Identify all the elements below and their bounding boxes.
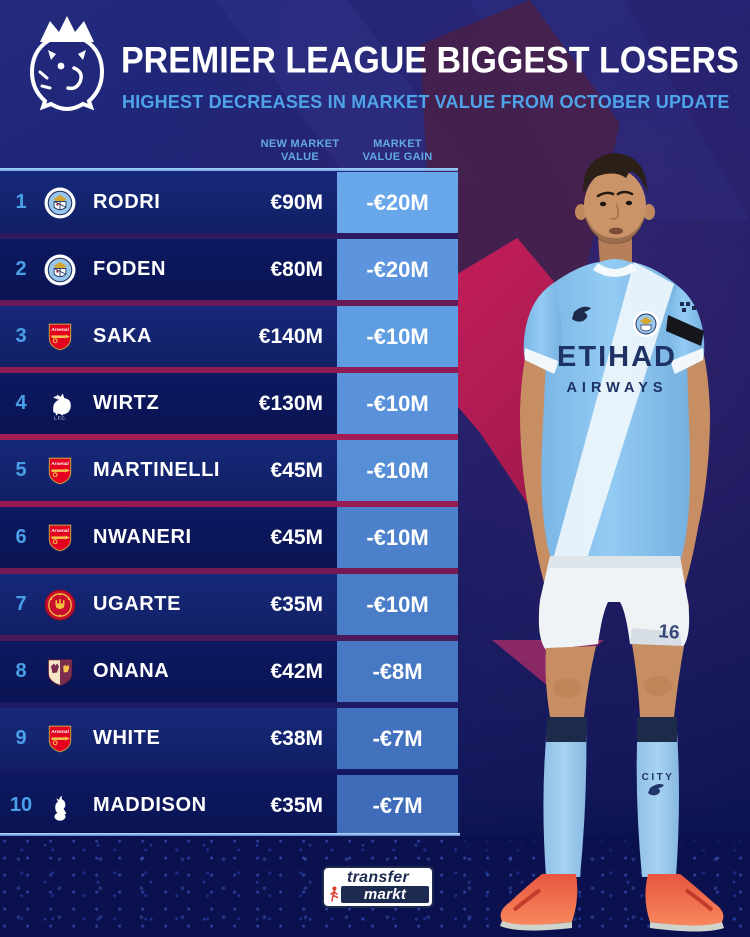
player-socks: CITY <box>543 717 679 877</box>
table-rows: 1 RODRI €90M -€20M 2 FODEN €80M -€20M 3 … <box>0 172 458 842</box>
svg-text:Arsenal: Arsenal <box>50 528 69 534</box>
man-city-badge-icon <box>44 254 76 286</box>
table-row: 3 Arsenal SAKA €140M -€10M <box>0 306 458 367</box>
transfermarkt-wordmark-bottom: markt <box>341 886 429 903</box>
svg-text:Arsenal: Arsenal <box>50 729 69 735</box>
table-row: 2 FODEN €80M -€20M <box>0 239 458 300</box>
tottenham-badge-icon <box>44 790 76 822</box>
black-armband <box>666 315 704 346</box>
arsenal-badge-icon: Arsenal <box>44 522 76 554</box>
rank-label: 2 <box>15 258 27 280</box>
market-value: €42M <box>270 659 323 683</box>
player-name: MARTINELLI <box>93 459 221 481</box>
svg-text:L.F.C.: L.F.C. <box>54 415 66 420</box>
table-row: 5 Arsenal MARTINELLI €45M -€10M <box>0 440 458 501</box>
sleeve-sponsor-patch <box>680 302 696 312</box>
value-gain-badge: -€10M <box>337 507 458 568</box>
rank-label: 7 <box>15 593 27 615</box>
crowd-fade <box>460 790 750 850</box>
rank-label: 8 <box>15 660 27 682</box>
arsenal-badge-icon: Arsenal <box>44 723 76 755</box>
value-gain-badge: -€10M <box>337 574 458 635</box>
transfermarkt-kicker-icon <box>330 886 339 902</box>
player-photo-rodri: ETIHAD AIRWAYS 16 CITY <box>500 153 724 932</box>
rank-label: 10 <box>9 794 33 816</box>
player-name: SAKA <box>93 325 153 347</box>
value-gain-badge: -€7M <box>337 708 458 769</box>
table-row: 9 Arsenal WHITE €38M -€7M <box>0 708 458 769</box>
rank-label: 4 <box>15 392 27 414</box>
shorts-number: 16 <box>658 621 681 644</box>
rank-label: 6 <box>15 526 27 548</box>
player-name: MADDISON <box>93 794 207 816</box>
player-name: UGARTE <box>93 593 182 615</box>
table-row: 8 ONANA €42M -€8M <box>0 641 458 702</box>
player-name: FODEN <box>93 258 166 280</box>
value-gain-badge: -€10M <box>337 373 458 434</box>
table-top-divider <box>0 168 458 171</box>
market-value: €90M <box>270 190 323 214</box>
table-row: 6 Arsenal NWANERI €45M -€10M <box>0 507 458 568</box>
sock-text: CITY <box>642 772 675 783</box>
arsenal-badge-icon: Arsenal <box>44 321 76 353</box>
shirt-sponsor-subtext: AIRWAYS <box>566 380 667 396</box>
player-legs <box>545 644 684 717</box>
value-gain-badge: -€20M <box>337 239 458 300</box>
table-bottom-divider <box>0 833 460 837</box>
transfermarkt-logo: transfer markt <box>322 866 434 908</box>
player-name: RODRI <box>93 191 161 213</box>
svg-text:Arsenal: Arsenal <box>50 461 69 467</box>
value-gain-badge: -€10M <box>337 306 458 367</box>
market-value: €35M <box>270 793 323 817</box>
player-shirt: ETIHAD AIRWAYS <box>523 259 705 570</box>
player-name: WHITE <box>93 727 161 749</box>
column-header-line: MARKET <box>373 138 422 150</box>
value-gain-badge: -€20M <box>337 172 458 233</box>
column-header-line: VALUE GAIN <box>362 151 433 163</box>
column-header-market-value-gain: MARKET VALUE GAIN <box>337 138 458 164</box>
player-boots <box>500 874 724 932</box>
rank-label: 9 <box>15 727 27 749</box>
market-value: €45M <box>270 525 323 549</box>
transfermarkt-wordmark-top: transfer <box>347 869 409 886</box>
svg-text:Arsenal: Arsenal <box>50 327 69 333</box>
table-row: 10 MADDISON €35M -€7M <box>0 775 458 836</box>
rank-label: 1 <box>15 191 27 213</box>
aston-villa-badge-icon <box>44 656 76 688</box>
market-value: €80M <box>270 257 323 281</box>
market-value: €45M <box>270 458 323 482</box>
value-gain-badge: -€10M <box>337 440 458 501</box>
man-city-crest-icon <box>633 311 659 337</box>
market-value: €130M <box>258 391 323 415</box>
player-head <box>575 153 655 271</box>
shirt-sponsor-text: ETIHAD <box>557 341 677 373</box>
page-subtitle: HIGHEST DECREASES IN MARKET VALUE FROM O… <box>122 92 730 112</box>
rank-label: 3 <box>15 325 27 347</box>
market-value: €38M <box>270 726 323 750</box>
player-name: WIRTZ <box>93 392 160 414</box>
player-name: NWANERI <box>93 526 192 548</box>
arsenal-badge-icon: Arsenal <box>44 455 76 487</box>
column-header-line: VALUE <box>281 151 319 163</box>
value-gain-badge: -€8M <box>337 641 458 702</box>
man-united-badge-icon <box>44 589 76 621</box>
man-city-badge-icon <box>44 187 76 219</box>
value-gain-badge: -€7M <box>337 775 458 836</box>
column-header-new-market-value: NEW MARKET VALUE <box>250 138 350 164</box>
player-shorts: 16 <box>538 556 690 650</box>
sock-puma-icon <box>648 784 664 796</box>
page-title: PREMIER LEAGUE BIGGEST LOSERS <box>121 40 739 82</box>
market-value: €35M <box>270 592 323 616</box>
column-header-line: NEW MARKET <box>260 138 340 150</box>
liverpool-badge-icon: L.F.C. <box>44 388 76 420</box>
table-row: 7 UGARTE €35M -€10M <box>0 574 458 635</box>
player-name: ONANA <box>93 660 170 682</box>
premier-league-lion-icon <box>29 16 105 112</box>
table-row: 1 RODRI €90M -€20M <box>0 172 458 233</box>
rank-label: 5 <box>15 459 27 481</box>
table-row: 4 L.F.C. WIRTZ €130M -€10M <box>0 373 458 434</box>
market-value: €140M <box>258 324 323 348</box>
